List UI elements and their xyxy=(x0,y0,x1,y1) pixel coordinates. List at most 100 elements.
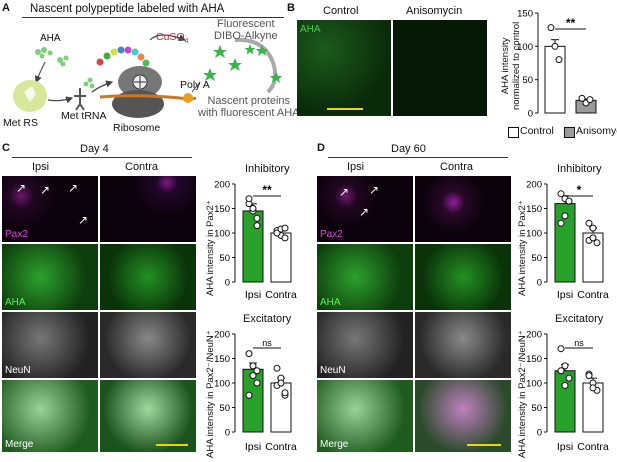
y-tick-label: 200 xyxy=(214,180,230,191)
y-tick-label: 150 xyxy=(517,9,533,20)
panel-label-d: D xyxy=(317,142,325,154)
c-ipsi-pax2-image: Pax2 ↗ ↗ ↗ ↗ xyxy=(2,176,98,242)
panel-d-day: Day 60 xyxy=(391,143,426,155)
d-excitatory-title: Excitatory xyxy=(555,313,604,325)
data-point xyxy=(277,379,285,387)
c-inhibitory-title: Inhibitory xyxy=(245,163,290,175)
data-point xyxy=(253,214,261,222)
bar-contra xyxy=(270,232,292,283)
category-label: Ipsi xyxy=(557,289,573,301)
data-point xyxy=(561,362,569,370)
c-excitatory-ylabel: AHA intensity in Pax2⁻/NeuN⁺ xyxy=(205,330,216,458)
y-tick-label: 200 xyxy=(526,330,542,341)
y-tick-label: 200 xyxy=(526,180,542,191)
c-contra-aha-image xyxy=(100,244,196,310)
data-point xyxy=(281,389,289,397)
category-label: Ipsi xyxy=(557,441,573,453)
scale-bar xyxy=(156,444,188,446)
legend-control-swatch xyxy=(508,127,519,138)
data-point xyxy=(551,42,559,50)
data-point xyxy=(555,56,563,64)
panel-d-ipsi: Ipsi xyxy=(347,161,365,173)
y-tick-label: 0 xyxy=(537,278,542,289)
y-tick-label: 0 xyxy=(225,428,230,439)
data-point xyxy=(557,190,565,198)
y-tick-label: 150 xyxy=(214,354,230,365)
data-point xyxy=(586,96,594,104)
c-inhibitory-ylabel: AHA intensity in Pax2⁺ xyxy=(205,200,216,296)
data-point xyxy=(565,374,573,382)
panel-label-c: C xyxy=(2,142,10,154)
d-contra-aha-image xyxy=(415,244,511,310)
met-rs-label: Met RS xyxy=(3,117,39,129)
y-tick-label: 100 xyxy=(526,229,542,240)
d-ipsi-pax2-image: Pax2 ↗ ↗ ↗ xyxy=(317,176,413,242)
data-point xyxy=(589,234,597,242)
data-point xyxy=(557,219,565,227)
d-excitatory-ylabel: AHA intensity in Pax2⁻/NeuN⁺ xyxy=(517,330,528,458)
met-trna-icon xyxy=(74,88,86,111)
chart-c-inhibitory: 0 50 100 150 200 Ipsi Contra ** xyxy=(214,180,297,302)
category-label: Ipsi xyxy=(245,441,261,453)
panel-b-ylabel: AHA intensity normalized to control xyxy=(500,21,522,110)
data-point xyxy=(593,239,601,247)
y-tick-label: 0 xyxy=(537,428,542,439)
y-tick-label: 100 xyxy=(214,229,230,240)
significance-label: ns xyxy=(262,338,272,348)
data-point xyxy=(249,205,257,212)
category-label: Ipsi xyxy=(245,289,261,301)
legend-control-label: Control xyxy=(520,125,554,137)
d-inhibitory-ylabel: AHA intensity in Pax2⁺ xyxy=(517,200,528,296)
title-underline xyxy=(22,17,284,18)
significance-label: ns xyxy=(574,338,584,348)
y-tick-label: 50 xyxy=(219,403,230,414)
data-point xyxy=(281,224,289,232)
y-tick-label: 150 xyxy=(214,204,230,215)
fluorescent-dye-star-icon xyxy=(203,44,256,81)
c-contra-neun-image xyxy=(100,312,196,378)
y-tick-label: 150 xyxy=(526,354,542,365)
data-point xyxy=(589,224,597,232)
c-ipsi-aha-image: AHA xyxy=(2,244,98,310)
c-ipsi-neun-image: NeuN xyxy=(2,312,98,378)
chart-c-excitatory: 0 50 100 150 200 Ipsi Contra ns xyxy=(214,330,297,454)
data-point xyxy=(273,364,281,372)
d-contra-neun-image xyxy=(415,312,511,378)
significance-label: ** xyxy=(262,183,272,197)
panel-label-a: A xyxy=(2,2,10,14)
data-point xyxy=(249,362,257,370)
c-contra-merge-image xyxy=(100,380,196,452)
data-point xyxy=(561,381,569,389)
legend-anisomycin-swatch xyxy=(564,127,575,138)
bar-ipsi xyxy=(242,210,264,283)
aha-label: AHA xyxy=(40,33,61,44)
data-point xyxy=(585,372,593,380)
ribosome-label: Ribosome xyxy=(113,122,161,134)
panel-label-b: B xyxy=(287,2,295,14)
scale-bar xyxy=(467,444,501,446)
data-point xyxy=(245,391,253,399)
c-excitatory-title: Excitatory xyxy=(243,313,292,325)
dibo-alkyne-label: Fluorescent DIBO-Alkyne xyxy=(214,18,278,42)
data-point xyxy=(578,94,586,102)
category-label: Contra xyxy=(577,289,609,301)
data-point xyxy=(245,195,253,203)
schematic-diagram xyxy=(13,34,282,118)
data-point xyxy=(253,222,261,230)
schematic-title: Nascent polypeptide labeled with AHA xyxy=(30,3,225,15)
data-point xyxy=(249,372,257,380)
panel-c-contra: Contra xyxy=(125,161,159,173)
panel-c-rule xyxy=(12,157,192,158)
bar-control xyxy=(544,45,566,114)
nascent-proteins-label: Nascent proteins with fluorescent AHA xyxy=(198,95,300,119)
poly-a-label: Poly A xyxy=(180,79,210,91)
anisomycin-header: Anisomycin xyxy=(406,5,463,17)
data-point xyxy=(557,367,565,375)
panel-d-contra: Contra xyxy=(440,161,474,173)
y-tick-label: 0 xyxy=(225,278,230,289)
nascent-chain-icon xyxy=(96,46,150,67)
y-tick-label: 150 xyxy=(526,204,542,215)
d-ipsi-merge-image: Merge xyxy=(317,380,413,452)
control-header: Control xyxy=(323,5,359,17)
y-tick-label: 100 xyxy=(526,379,542,390)
